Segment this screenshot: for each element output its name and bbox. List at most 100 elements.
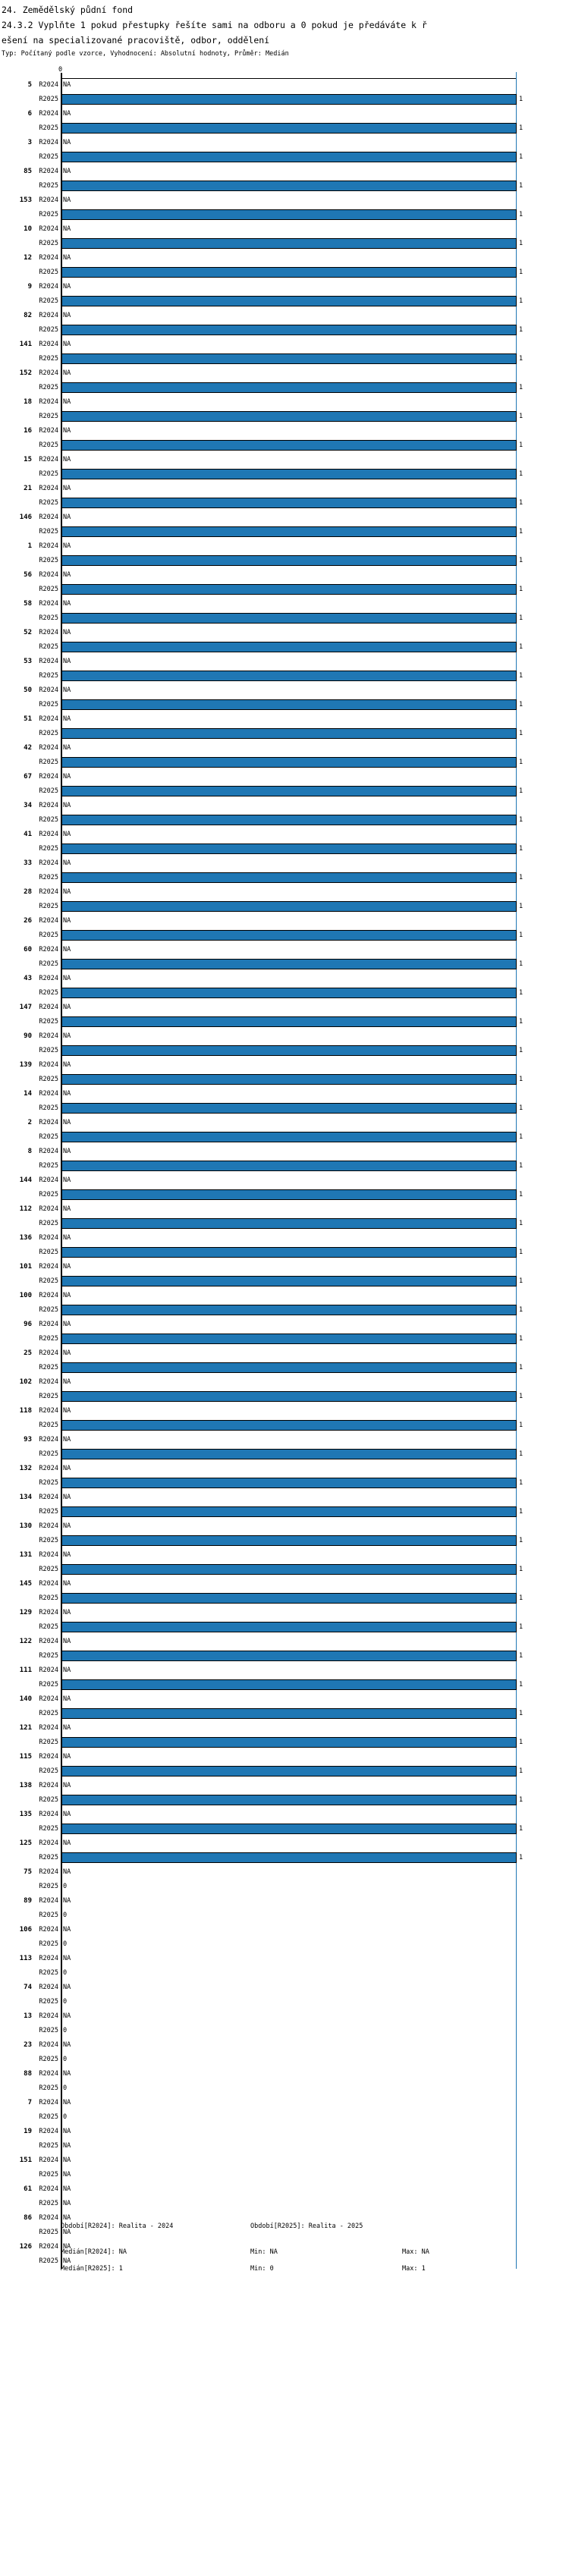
bar[interactable] [61,469,517,479]
bar[interactable] [61,988,517,998]
bar-track: NA [61,2009,517,2024]
bar[interactable] [61,267,517,278]
bar-series-label: R2025 [39,326,58,334]
bar-row: R2025 1 [0,93,569,107]
bar-series-label: R2025 [39,470,58,478]
bar-group-label: 19 [24,2128,32,2135]
bar[interactable] [61,498,517,508]
bar-value-label: 1 [519,355,523,363]
bar-track: NA [61,568,517,583]
bar-series-label: R2024 [39,81,58,89]
bar[interactable] [61,555,517,566]
bar-na-label: NA [63,600,71,608]
bar[interactable] [61,526,517,537]
bar-value-label: 1 [519,759,523,766]
bar-track: NA [61,424,517,438]
bar[interactable] [61,1189,517,1200]
bar[interactable] [61,1218,517,1229]
bar[interactable] [61,1651,517,1661]
bar-track: 1 [61,554,523,568]
bar[interactable] [61,584,517,595]
bar[interactable] [61,1334,517,1344]
bar[interactable] [61,699,517,710]
bar[interactable] [61,382,517,393]
bar[interactable] [61,1535,517,1546]
bar[interactable] [61,152,517,162]
bar[interactable] [61,872,517,883]
bar-row: 144 R2024 NA [0,1173,569,1188]
bar-row: 100 R2024 NA [0,1289,569,1303]
bar[interactable] [61,786,517,796]
bar[interactable] [61,1362,517,1373]
bar-track: 1 [61,1188,523,1202]
bar[interactable] [61,1132,517,1142]
bar-group-label: 51 [24,715,32,723]
bar-row: R2025 1 [0,1418,569,1433]
bar[interactable] [61,642,517,652]
bar[interactable] [61,1824,517,1834]
bar-series-label: R2024 [39,658,58,665]
bar-track: NA [61,2197,517,2211]
bar[interactable] [61,1074,517,1085]
bar-track: 1 [61,467,523,482]
bar-value-label: 1 [519,182,523,190]
bar[interactable] [61,728,517,739]
footer-stats-2024-row: Medián[R2024]: NA Min: NA Max: NA [0,2248,569,2264]
bar-group-label: 14 [24,1090,32,1098]
bar[interactable] [61,1478,517,1488]
bar-group: 58 R2024 NA R2025 1 [0,597,569,626]
bar[interactable] [61,1247,517,1258]
bar[interactable] [61,1593,517,1604]
bar-series-label: R2025 [39,672,58,680]
bar-value-label: 1 [519,1220,523,1227]
bar-value-label: 1 [519,1393,523,1400]
bar[interactable] [61,1016,517,1027]
bar[interactable] [61,1506,517,1517]
bar[interactable] [61,440,517,451]
bar-value-label: 1 [519,989,523,997]
bar[interactable] [61,353,517,364]
bar[interactable] [61,1449,517,1459]
bar[interactable] [61,94,517,105]
bar[interactable] [61,613,517,624]
bar[interactable] [61,1276,517,1286]
bar[interactable] [61,959,517,969]
bar[interactable] [61,1766,517,1776]
bar[interactable] [61,1161,517,1171]
bar[interactable] [61,325,517,335]
bar-track: 1 [61,1073,523,1087]
bar[interactable] [61,123,517,134]
plot-top-border [61,77,517,79]
bar[interactable] [61,1795,517,1805]
bar[interactable] [61,1708,517,1719]
bar[interactable] [61,815,517,825]
bar-row: R2025 1 [0,1822,569,1836]
bar[interactable] [61,671,517,681]
bar-row: 51 R2024 NA [0,712,569,727]
bar[interactable] [61,1852,517,1863]
bar[interactable] [61,1045,517,1056]
bar-na-label: NA [63,456,71,463]
bar-rows-container: 5 R2024 NA R2025 1 6 R2024 NA R2025 1 3 R2024 NA R202… [0,78,569,2269]
bar[interactable] [61,1391,517,1402]
bar[interactable] [61,901,517,912]
bar[interactable] [61,1305,517,1315]
bar-track: NA [61,280,517,294]
bar[interactable] [61,1737,517,1748]
bar[interactable] [61,1622,517,1632]
bar-track: NA [61,1318,517,1332]
bar[interactable] [61,1103,517,1114]
bar[interactable] [61,296,517,306]
bar-row: R2025 1 [0,871,569,885]
bar-row: 28 R2024 NA [0,885,569,900]
bar[interactable] [61,411,517,422]
bar[interactable] [61,1564,517,1575]
bar[interactable] [61,238,517,249]
bar[interactable] [61,209,517,220]
bar[interactable] [61,181,517,191]
bar[interactable] [61,1679,517,1690]
bar[interactable] [61,757,517,768]
bar[interactable] [61,843,517,854]
bar[interactable] [61,1420,517,1431]
bar[interactable] [61,930,517,941]
